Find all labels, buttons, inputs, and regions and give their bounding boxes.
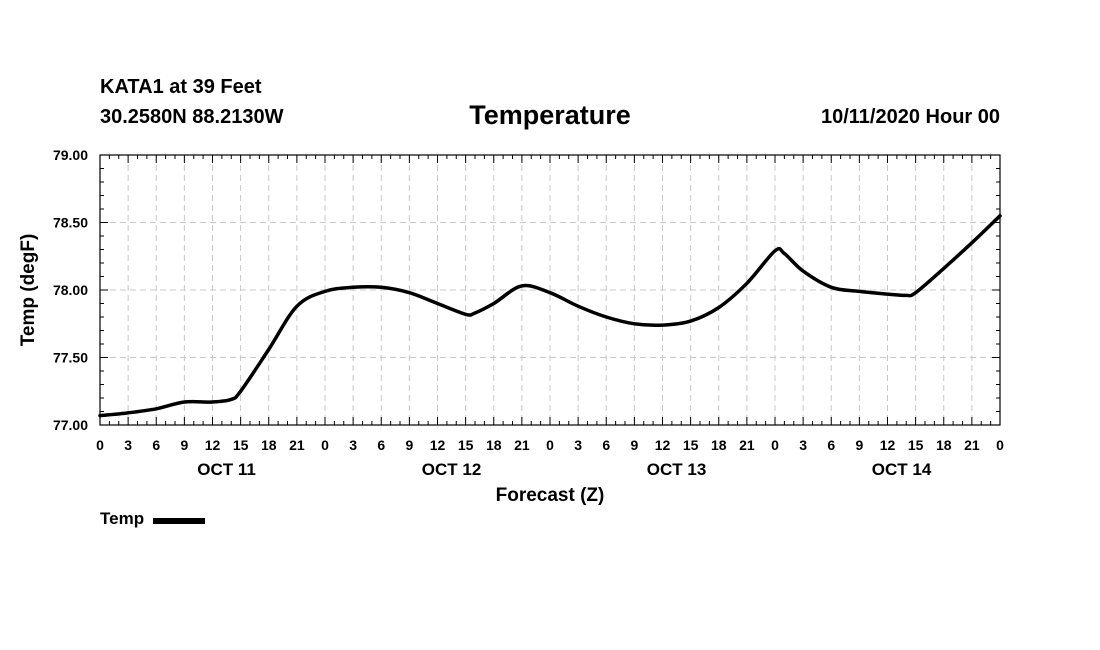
- x-tick-label: 12: [430, 437, 446, 453]
- y-tick-label: 77.50: [53, 350, 88, 366]
- x-day-label: OCT 12: [422, 460, 482, 479]
- y-tick-label: 79.00: [53, 147, 88, 163]
- x-tick-label: 3: [124, 437, 132, 453]
- x-tick-label: 21: [739, 437, 755, 453]
- x-tick-label: 15: [683, 437, 699, 453]
- x-tick-label: 21: [514, 437, 530, 453]
- plot-frame: [99, 154, 1001, 426]
- x-tick-label: 18: [711, 437, 727, 453]
- x-tick-label: 6: [152, 437, 160, 453]
- x-tick-label: 21: [289, 437, 305, 453]
- y-axis-title: Temp (degF): [18, 234, 39, 347]
- x-axis-title: Forecast (Z): [496, 485, 605, 506]
- x-tick-label: 0: [546, 437, 554, 453]
- x-tick-label: 3: [799, 437, 807, 453]
- station-label: KATA1 at 39 Feet: [100, 76, 262, 98]
- station-coordinates: 30.2580N 88.2130W: [100, 106, 284, 128]
- x-tick-label: 6: [827, 437, 835, 453]
- x-tick-label: 6: [602, 437, 610, 453]
- y-tick-label: 78.50: [53, 215, 88, 231]
- x-tick-label: 18: [486, 437, 502, 453]
- chart-title: Temperature: [469, 100, 631, 130]
- y-tick-label: 77.00: [53, 417, 88, 433]
- y-tick-label: 78.00: [53, 282, 88, 298]
- x-tick-label: 12: [880, 437, 896, 453]
- x-tick-label: 18: [936, 437, 952, 453]
- x-tick-label: 3: [349, 437, 357, 453]
- x-tick-label: 9: [855, 437, 863, 453]
- x-tick-label: 0: [321, 437, 329, 453]
- issue-time: 10/11/2020 Hour 00: [820, 106, 1000, 128]
- x-day-label: OCT 11: [197, 460, 256, 479]
- x-tick-label: 15: [908, 437, 924, 453]
- series-line-temp: [98, 214, 1002, 418]
- x-tick-label: 9: [180, 437, 188, 453]
- x-tick-label: 15: [233, 437, 249, 453]
- x-day-label: OCT 14: [872, 460, 932, 479]
- legend-label: Temp: [100, 509, 145, 528]
- x-tick-label: 0: [771, 437, 779, 453]
- legend-swatch: [153, 517, 206, 524]
- legend: Temp: [100, 509, 206, 529]
- x-tick-label: 18: [261, 437, 277, 453]
- x-tick-label: 12: [655, 437, 671, 453]
- x-tick-label: 21: [964, 437, 980, 453]
- x-tick-label: 3: [574, 437, 582, 453]
- x-day-label: OCT 13: [647, 460, 707, 479]
- x-tick-label: 9: [630, 437, 638, 453]
- x-tick-label: 15: [458, 437, 474, 453]
- x-tick-label: 12: [205, 437, 221, 453]
- x-tick-label: 0: [96, 437, 104, 453]
- x-tick-label: 9: [405, 437, 413, 453]
- x-tick-label: 6: [377, 437, 385, 453]
- x-tick-label: 0: [996, 437, 1004, 453]
